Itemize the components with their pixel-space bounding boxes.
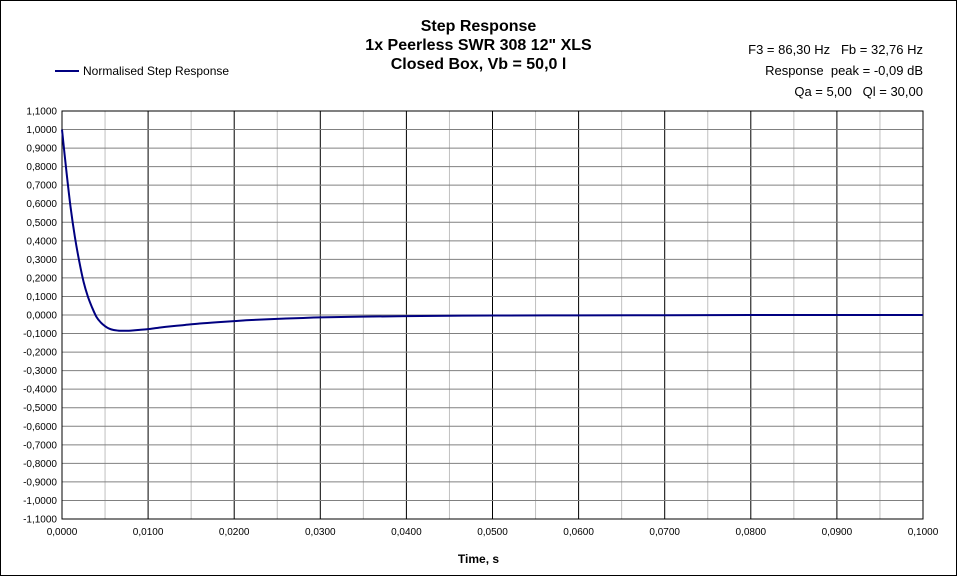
x-tick-label: 0,0700 xyxy=(649,527,680,538)
x-tick-label: 0,0500 xyxy=(477,527,508,538)
y-tick-label: -0,8000 xyxy=(23,459,57,470)
x-tick-label: 0,0300 xyxy=(305,527,336,538)
x-tick-label: 0,0800 xyxy=(736,527,767,538)
y-tick-label: 0,0000 xyxy=(26,311,57,322)
y-tick-label: 0,8000 xyxy=(26,162,57,173)
y-tick-label: -0,9000 xyxy=(23,477,57,488)
y-tick-label: 1,0000 xyxy=(26,125,57,136)
chart-title-line-3: Closed Box, Vb = 50,0 l xyxy=(390,56,567,73)
y-tick-label: -1,1000 xyxy=(23,515,57,526)
y-tick-label: -0,5000 xyxy=(23,403,57,414)
y-tick-label: 0,4000 xyxy=(26,236,57,247)
y-tick-label: 0,5000 xyxy=(26,218,57,229)
series-line-normalised-step-response xyxy=(61,129,923,332)
y-tick-label: 1,1000 xyxy=(26,107,57,118)
info-response-peak: Response peak = -0,09 dB xyxy=(765,63,923,78)
x-tick-label: 0,1000 xyxy=(908,527,939,538)
x-axis-label: Time, s xyxy=(457,552,500,566)
chart-title-line-1: Step Response xyxy=(420,18,537,35)
info-qa-ql: Qa = 5,00 Ql = 30,00 xyxy=(794,84,923,99)
y-tick-label: 0,7000 xyxy=(26,181,57,192)
x-tick-label: 0,0000 xyxy=(47,527,78,538)
y-tick-label: -0,3000 xyxy=(23,366,57,377)
y-tick-label: -1,0000 xyxy=(23,496,57,507)
x-tick-label: 0,0900 xyxy=(822,527,853,538)
x-tick-label: 0,0400 xyxy=(391,527,422,538)
chart-title-line-2: 1x Peerless SWR 308 12" XLS xyxy=(365,37,592,54)
y-tick-label: -0,4000 xyxy=(23,385,57,396)
y-tick-label: 0,3000 xyxy=(26,255,57,266)
y-tick-label: -0,6000 xyxy=(23,422,57,433)
y-tick-label: 0,2000 xyxy=(26,273,57,284)
x-tick-label: 0,0200 xyxy=(219,527,250,538)
y-tick-label: -0,2000 xyxy=(23,348,57,359)
y-tick-label: 0,9000 xyxy=(26,144,57,155)
info-f3-fb: F3 = 86,30 Hz Fb = 32,76 Hz xyxy=(748,42,923,57)
x-tick-label: 0,0600 xyxy=(563,527,594,538)
y-tick-label: 0,6000 xyxy=(26,199,57,210)
y-tick-label: -0,7000 xyxy=(23,440,57,451)
y-tick-label: -0,1000 xyxy=(23,329,57,340)
legend-label: Normalised Step Response xyxy=(83,64,230,78)
legend: Normalised Step Response xyxy=(55,64,229,78)
legend-swatch xyxy=(55,70,79,72)
x-tick-label: 0,0100 xyxy=(133,527,164,538)
y-tick-label: 0,1000 xyxy=(26,292,57,303)
